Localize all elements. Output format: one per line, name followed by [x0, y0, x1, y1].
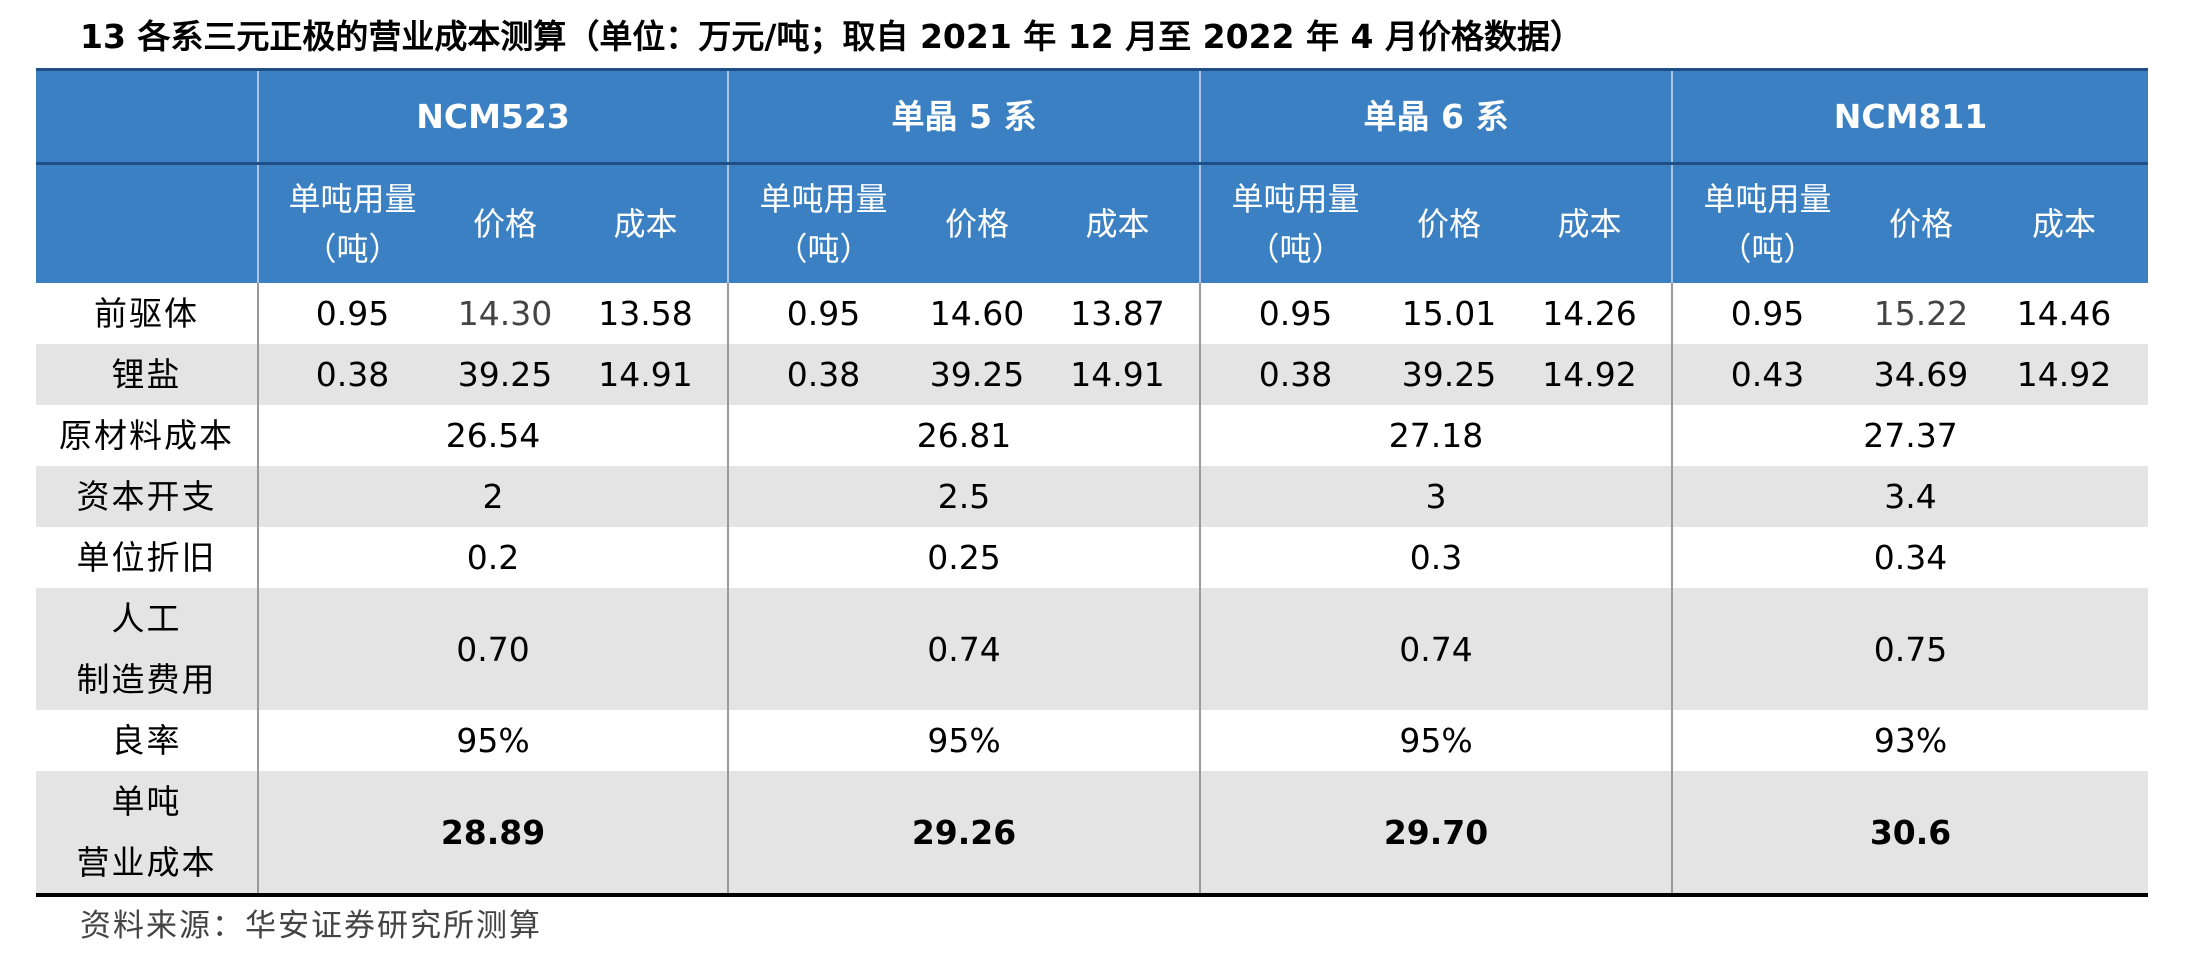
- cell-op-cost: 28.89: [256, 771, 729, 897]
- cell-depreciation: 0.25: [727, 527, 1201, 588]
- subheader-row: 单吨用量 （吨） 价格 成本 单吨用量 （吨） 价格 成本 单吨用量 （吨） 价格 成…: [36, 162, 2149, 283]
- cell-price: 14.30: [446, 283, 564, 344]
- row-label: 锂盐: [36, 344, 258, 405]
- group-header-single5: 单晶 5 系: [727, 68, 1201, 164]
- cell-labor: 0.75: [1671, 588, 2149, 710]
- subheader-usage: 单吨用量 （吨）: [727, 162, 919, 283]
- subheader-cost: 成本: [1508, 162, 1673, 283]
- subheader-price: 价格: [446, 162, 564, 283]
- cell-cost: 14.92: [1508, 344, 1673, 405]
- row-label: 良率: [36, 710, 258, 771]
- corner-cell: [36, 68, 258, 164]
- table-row-op-cost: 单吨 营业成本 28.89 29.26 29.70 30.6: [36, 771, 2149, 897]
- corner-cell-2: [36, 162, 258, 283]
- table-row-capex: 资本开支 2 2.5 3 3.4: [36, 466, 2149, 527]
- subheader-usage: 单吨用量 （吨）: [1671, 162, 1863, 283]
- cell-yield: 93%: [1671, 710, 2149, 771]
- cell-op-cost: 29.70: [1199, 771, 1673, 897]
- cell-yield: 95%: [727, 710, 1201, 771]
- cell-cost: 14.91: [1036, 344, 1201, 405]
- subheader-cost: 成本: [1980, 162, 2149, 283]
- cell-yield: 95%: [256, 710, 729, 771]
- source-note: 资料来源：华安证券研究所测算: [80, 908, 542, 944]
- subheader-price: 价格: [918, 162, 1037, 283]
- table-title: 13 各系三元正极的营业成本测算（单位：万元/吨；取自 2021 年 12 月至…: [80, 17, 1583, 56]
- row-label: 单位折旧: [36, 527, 258, 588]
- cost-table: NCM523 单晶 5 系 单晶 6 系 NCM811 单吨用量 （吨） 价格 成…: [36, 68, 2149, 897]
- cell-material-cost: 26.81: [727, 405, 1201, 466]
- cell-labor: 0.74: [727, 588, 1201, 710]
- cell-price: 39.25: [918, 344, 1037, 405]
- cell-price: 39.25: [1390, 344, 1509, 405]
- row-label: 资本开支: [36, 466, 258, 527]
- cell-price: 14.60: [918, 283, 1037, 344]
- table-row-material-cost: 原材料成本 26.54 26.81 27.18 27.37: [36, 405, 2149, 466]
- cell-material-cost: 26.54: [256, 405, 729, 466]
- row-label: 原材料成本: [36, 405, 258, 466]
- cell-yield: 95%: [1199, 710, 1673, 771]
- group-header-single6: 单晶 6 系: [1199, 68, 1673, 164]
- cell-material-cost: 27.18: [1199, 405, 1673, 466]
- cell-capex: 2: [256, 466, 729, 527]
- cell-depreciation: 0.3: [1199, 527, 1673, 588]
- cell-cost: 14.46: [1980, 283, 2149, 344]
- cell-cost: 14.91: [564, 344, 729, 405]
- row-label: 单吨 营业成本: [36, 771, 258, 897]
- cell-cost: 14.26: [1508, 283, 1673, 344]
- subheader-cost: 成本: [1036, 162, 1201, 283]
- cell-usage: 0.95: [1199, 283, 1391, 344]
- subheader-usage: 单吨用量 （吨）: [257, 162, 446, 283]
- cell-capex: 2.5: [727, 466, 1201, 527]
- cell-usage: 0.38: [257, 344, 446, 405]
- cell-cost: 13.87: [1036, 283, 1201, 344]
- cell-cost: 14.92: [1980, 344, 2149, 405]
- cell-depreciation: 0.34: [1671, 527, 2149, 588]
- cell-usage: 0.38: [727, 344, 919, 405]
- table-row-precursor: 前驱体 0.95 14.30 13.58 0.95 14.60 13.87 0.…: [36, 283, 2149, 344]
- cell-capex: 3: [1199, 466, 1673, 527]
- table-row-depreciation: 单位折旧 0.2 0.25 0.3 0.34: [36, 527, 2149, 588]
- group-header-ncm811: NCM811: [1671, 68, 2149, 164]
- cell-usage: 0.43: [1671, 344, 1863, 405]
- cell-capex: 3.4: [1671, 466, 2149, 527]
- cell-material-cost: 27.37: [1671, 405, 2149, 466]
- group-header-row: NCM523 单晶 5 系 单晶 6 系 NCM811: [36, 68, 2149, 164]
- cell-cost: 13.58: [564, 283, 729, 344]
- subheader-usage: 单吨用量 （吨）: [1199, 162, 1391, 283]
- cell-price: 34.69: [1862, 344, 1981, 405]
- cell-labor: 0.70: [256, 588, 729, 710]
- cell-price: 15.01: [1390, 283, 1509, 344]
- cell-usage: 0.95: [257, 283, 446, 344]
- cell-usage: 0.95: [727, 283, 919, 344]
- cell-price: 15.22: [1862, 283, 1981, 344]
- subheader-price: 价格: [1862, 162, 1981, 283]
- table-row-yield: 良率 95% 95% 95% 93%: [36, 710, 2149, 771]
- table-row-lithium: 锂盐 0.38 39.25 14.91 0.38 39.25 14.91 0.3…: [36, 344, 2149, 405]
- subheader-price: 价格: [1390, 162, 1509, 283]
- subheader-cost: 成本: [564, 162, 729, 283]
- cell-depreciation: 0.2: [256, 527, 729, 588]
- cell-usage: 0.95: [1671, 283, 1863, 344]
- row-label: 人工 制造费用: [36, 588, 258, 710]
- row-label: 前驱体: [36, 283, 258, 344]
- cell-labor: 0.74: [1199, 588, 1673, 710]
- cell-op-cost: 29.26: [727, 771, 1201, 897]
- cell-usage: 0.38: [1199, 344, 1391, 405]
- cell-price: 39.25: [446, 344, 564, 405]
- group-header-ncm523: NCM523: [256, 68, 729, 164]
- table-row-labor: 人工 制造费用 0.70 0.74 0.74 0.75: [36, 588, 2149, 710]
- cell-op-cost: 30.6: [1671, 771, 2149, 897]
